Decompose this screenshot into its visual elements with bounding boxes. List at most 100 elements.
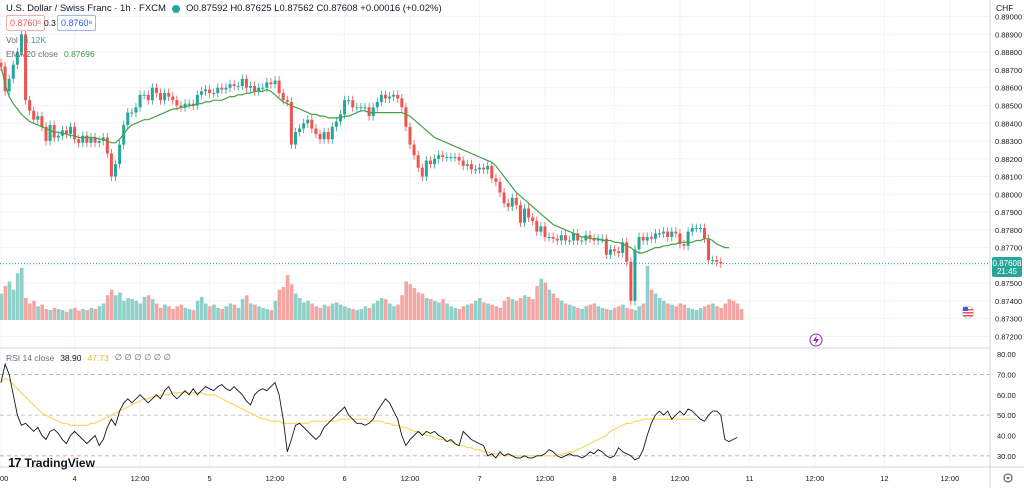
candle-body [625,242,629,262]
candle-body [273,80,277,85]
volume-bar [330,303,335,320]
volume-bar [576,307,580,320]
candle-body [551,236,555,239]
volume-bar [498,307,503,320]
time-tick-label: 12:00 [266,474,285,483]
volume-bar [698,307,703,320]
volume-bar [555,298,560,320]
volume-bar [453,307,458,320]
volume-bar [126,298,130,320]
rsi-tick-label: 40.00 [997,431,1016,440]
buy-button[interactable]: 0.8760⁸ [57,15,97,31]
candle-body [159,93,163,101]
bar-countdown: 21:45 [997,267,1018,276]
candle-body [408,126,412,145]
volume-bar [359,309,364,320]
candle-body [232,84,236,86]
candle-body [478,167,482,170]
volume-bar [179,304,184,320]
ema-legend[interactable]: EMA 20 close 0.87696 [6,49,95,59]
volume-bar [273,300,278,320]
candle-body [216,87,220,94]
price-tick-label: 0.87500 [995,279,1022,288]
volume-legend[interactable]: Vol 6.12K [6,35,46,45]
candle-body [11,64,15,79]
last-price-value: 0.87608 [993,259,1022,268]
volume-bar [396,304,400,320]
tradingview-logo[interactable]: 17 TradingView [8,455,95,470]
price-axis[interactable]: 0.89000 0.88900 0.88800 0.88700 0.88600 0.885… [995,13,1022,461]
volume-bar [118,292,122,320]
candle-body [502,192,506,204]
candle-body [69,126,73,134]
candle-body [555,238,559,241]
volume-bar [563,303,568,320]
volume-bar [306,300,310,320]
time-tick-label: 12:00 [806,474,825,483]
candle-body [490,165,494,179]
time-tick-label: 12 [880,474,888,483]
volume-bar [89,307,94,320]
candle-body [604,238,608,255]
volume-bars [0,266,744,320]
volume-bar [97,306,102,320]
rsi-legend[interactable]: RSI 14 close 38.90 47.73 ∅ ∅ ∅ ∅ ∅ ∅ [6,352,171,363]
candle-body [60,130,64,136]
candle-body [114,164,118,177]
rsi-label: RSI 14 close [6,352,55,363]
candle-body [498,181,502,193]
volume-bar [674,306,678,320]
candle-body [449,157,453,159]
candle-body [19,34,23,53]
volume-bar [527,296,531,320]
candle-body [154,87,158,94]
rsi-ma-value: 47.73 [87,352,109,363]
candle-body [580,240,584,242]
candle-body [52,125,56,138]
candle-body [392,94,396,97]
currency-label[interactable]: CHF [996,3,1013,13]
volume-bar [637,306,642,320]
candle-body [707,238,711,261]
symbol-legend[interactable]: U.S. Dollar / Swiss Franc · 1h · FXCM O0… [6,3,442,14]
volume-bar [408,284,413,320]
sell-button[interactable]: 0.8760⁵ [6,15,46,31]
volume-bar [596,306,601,320]
candle-body [674,231,678,234]
volume-bar [40,304,44,320]
candle-body [183,103,187,108]
price-tick-label: 0.88500 [995,101,1022,110]
candle-body [523,208,527,223]
candle-body [318,133,322,140]
volume-bar [584,306,588,320]
volume-bar [633,310,638,320]
candle-body [494,178,498,182]
volume-bar [551,293,556,320]
volume-bar [199,296,204,320]
gear-icon[interactable] [1003,473,1013,483]
candle-body [167,93,171,97]
candle-body [32,110,36,120]
volume-bar [678,303,683,320]
candle-body [40,116,44,127]
candle-body [404,107,408,127]
volume-bar [604,309,609,320]
candle-body [486,165,490,170]
volume-bar [371,303,376,320]
lightning-icon[interactable] [809,333,823,347]
volume-bar [101,303,106,320]
volume-bar [7,281,12,320]
volume-bar [302,302,306,320]
volume-bar [326,306,331,320]
candle-body [662,231,666,234]
symbol-title[interactable]: U.S. Dollar / Swiss Franc · 1h · FXCM [6,3,166,14]
volume-bar [547,289,552,320]
candle-body [326,132,330,140]
candle-body [637,236,641,250]
time-axis[interactable]: 2:00 4 12:00 5 12:00 6 12:00 7 12:00 8 12:00 11 12:0… [0,474,959,483]
candle-body [527,208,531,218]
us-flag-icon[interactable] [961,305,975,319]
volume-bar [588,304,593,320]
candle-body [24,34,28,101]
